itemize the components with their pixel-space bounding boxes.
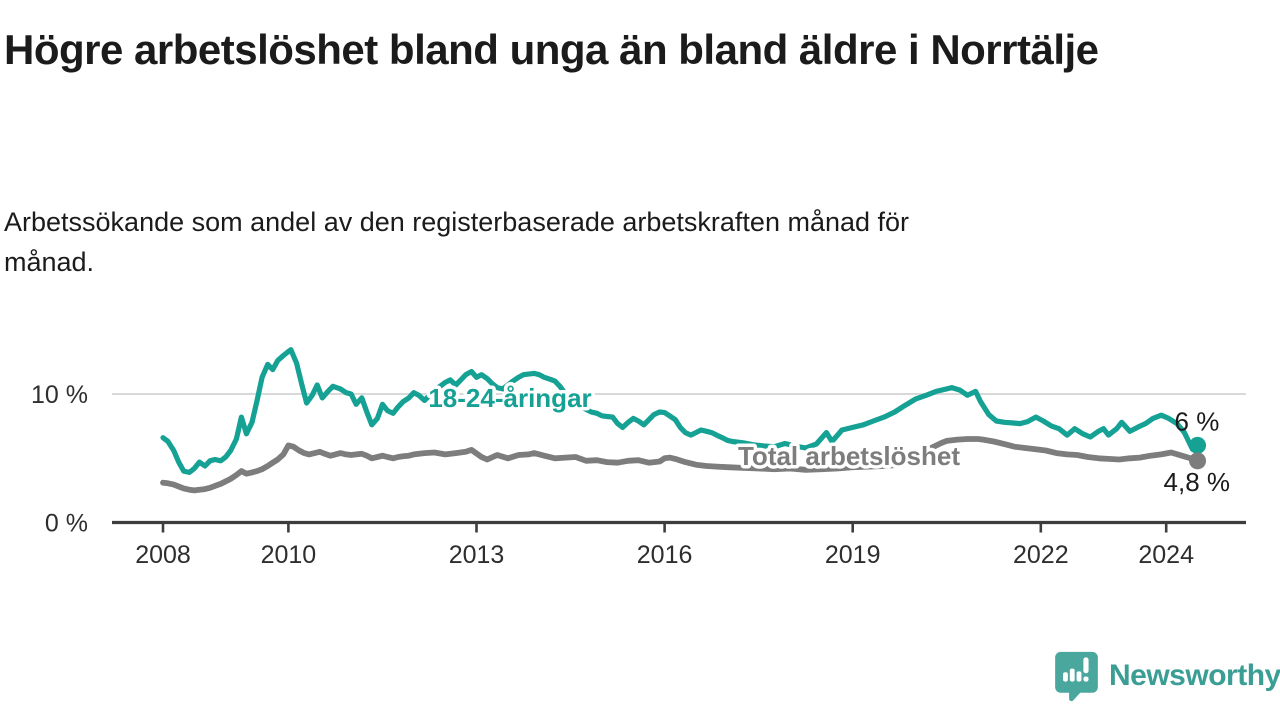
youth-end-value-label: 6 % — [1175, 406, 1220, 436]
newsworthy-logo[interactable]: Newsworthy — [1054, 650, 1280, 702]
x-tick-label-2019: 2019 — [825, 541, 881, 569]
chart-title: Högre arbetslöshet bland unga än bland ä… — [4, 26, 1099, 73]
y-tick-label-0: 0 % — [45, 510, 88, 538]
total-end-value-label: 4,8 % — [1164, 467, 1231, 497]
x-tick-label-2010: 2010 — [261, 541, 317, 569]
series-label-total: Total arbetslöshet — [738, 441, 960, 471]
newsworthy-speech-bubble-icon — [1055, 651, 1098, 702]
x-axis-tick-labels: 2008 2010 2013 2016 2019 2022 2024 — [135, 541, 1194, 569]
series-label-youth: 18-24-åringar — [428, 383, 591, 413]
x-tick-label-2008: 2008 — [135, 541, 191, 569]
y-tick-label-10: 10 % — [31, 381, 88, 409]
youth-unemployment-line — [160, 347, 1201, 475]
y-axis-tick-labels: 10 % 0 % — [31, 381, 88, 538]
youth-end-dot — [1189, 436, 1207, 454]
x-tick-label-2013: 2013 — [449, 541, 505, 569]
total-end-dot — [1189, 452, 1207, 470]
total-unemployment-line — [160, 436, 1201, 494]
chart-subtitle: Arbetssökande som andel av den registerb… — [4, 207, 910, 277]
x-axis-ticks — [161, 523, 1168, 533]
x-tick-label-2022: 2022 — [1013, 541, 1069, 569]
x-tick-label-2024: 2024 — [1138, 541, 1194, 569]
x-tick-label-2016: 2016 — [637, 541, 693, 569]
newsworthy-wordmark: Newsworthy — [1109, 659, 1280, 692]
